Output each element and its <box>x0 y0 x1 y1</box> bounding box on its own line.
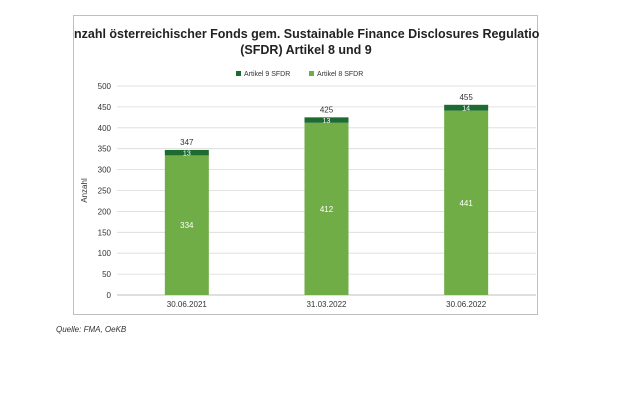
data-label-artikel8: 412 <box>320 205 334 214</box>
x-tick-label: 30.06.2021 <box>167 300 208 309</box>
bar-artikel9-2 <box>304 117 349 123</box>
chart: Anzahl österreichischer Fonds gem. Susta… <box>74 27 539 309</box>
y-tick-label: 250 <box>98 187 112 196</box>
bar-artikel8-3 <box>444 110 489 295</box>
source-note: Quelle: FMA, OeKB <box>56 325 127 334</box>
data-label-total: 425 <box>320 105 334 114</box>
y-axis-label: Anzahl <box>80 178 89 203</box>
y-tick-label: 50 <box>102 270 111 279</box>
legend-swatch-1 <box>236 71 241 76</box>
bar-artikel9-3 <box>444 104 489 111</box>
bar-artikel8-1 <box>164 155 209 295</box>
chart-title-line-2: (SFDR) Artikel 8 und 9 <box>240 43 372 57</box>
y-tick-label: 100 <box>98 249 112 258</box>
y-tick-label: 500 <box>98 82 112 91</box>
data-label-artikel9: 13 <box>323 118 331 125</box>
y-tick-label: 150 <box>98 228 112 237</box>
data-label-artikel8: 334 <box>180 221 194 230</box>
y-tick-label: 350 <box>98 145 112 154</box>
data-label-artikel9: 14 <box>462 106 470 113</box>
y-tick-label: 200 <box>98 207 112 216</box>
data-label-artikel9: 13 <box>183 151 191 158</box>
data-label-total: 455 <box>459 93 473 102</box>
y-tick-label: 0 <box>107 291 112 300</box>
data-label-total: 347 <box>180 138 194 147</box>
legend-label-2: Artikel 8 SFDR <box>317 71 363 78</box>
legend-label-1: Artikel 9 SFDR <box>244 71 290 78</box>
y-tick-label: 450 <box>98 103 112 112</box>
y-tick-label: 400 <box>98 124 112 133</box>
chart-title-line-1: Anzahl österreichischer Fonds gem. Susta… <box>74 27 539 41</box>
y-tick-label: 300 <box>98 166 112 175</box>
data-label-artikel8: 441 <box>459 199 473 208</box>
x-tick-label: 30.06.2022 <box>446 300 487 309</box>
bar-artikel9-1 <box>164 149 209 156</box>
bar-artikel8-2 <box>304 122 349 295</box>
chart-frame: Anzahl österreichischer Fonds gem. Susta… <box>73 15 539 315</box>
x-tick-label: 31.03.2022 <box>306 300 347 309</box>
legend-swatch-2 <box>309 71 314 76</box>
